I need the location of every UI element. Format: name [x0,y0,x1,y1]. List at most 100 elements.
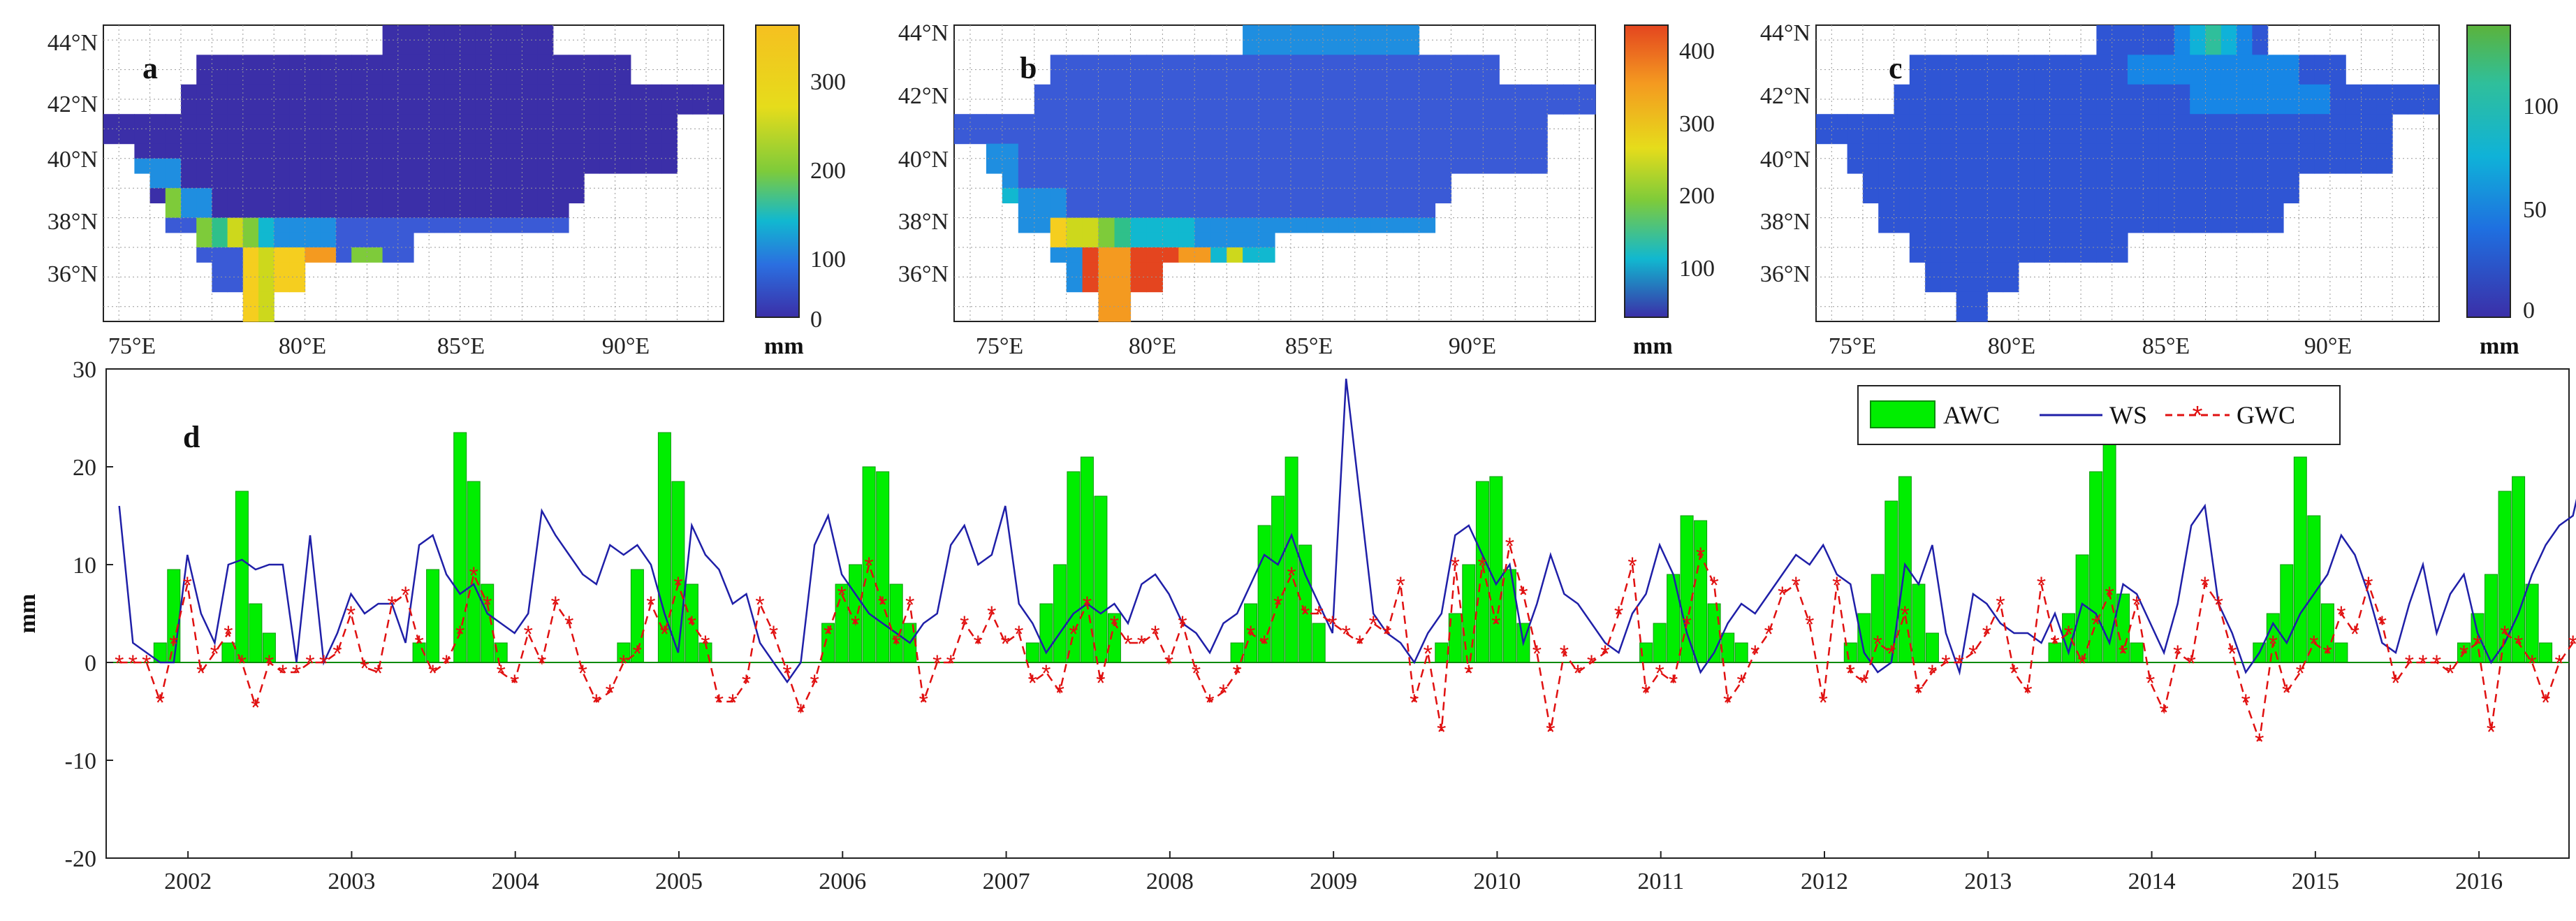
map-cell [2220,203,2237,219]
gwc-marker: * [1859,670,1868,697]
map-cell [1451,69,1468,85]
map-cell [599,99,616,115]
map-cell [258,277,275,293]
map-cell [1098,188,1115,203]
map-cell [1210,143,1227,159]
gwc-marker: * [824,621,833,648]
map-cell [1987,99,2004,115]
map-cell [2220,129,2237,145]
gwc-marker: * [374,660,383,687]
map-cell [1259,25,1275,41]
map-cell [2252,69,2269,85]
gwc-marker: * [633,641,642,667]
map-cell [1130,114,1148,129]
map-cell [1531,114,1548,129]
map-cell [2190,217,2207,233]
map-cell [1894,158,1910,174]
map-cell [2329,69,2346,85]
map-cell [1987,114,2004,129]
map-cell [2220,188,2237,203]
map-cell [1306,114,1324,129]
map-cell [584,143,600,159]
map-cell [1210,114,1227,129]
map-cell [367,99,383,115]
map-cell [2065,217,2081,233]
map-cell [2346,114,2362,129]
map-cell [181,84,197,100]
map-cell [1322,55,1340,71]
gwc-marker: * [606,680,615,706]
map-cell [537,217,554,233]
map-cell [181,129,197,145]
map-cell [1146,188,1163,203]
map-cell [2220,84,2237,100]
awc-bar [426,569,440,663]
map-cell [1194,55,1211,71]
gwc-marker: * [142,651,151,677]
map-cell [305,232,321,248]
map-cell [1178,114,1195,129]
map-cell [1259,143,1275,159]
map-cell [2174,217,2190,233]
map-cell [242,188,259,203]
map-cell [2252,143,2269,159]
map-cell [1210,99,1227,115]
map-cell [1259,217,1275,233]
gwc-marker: * [1150,621,1159,648]
map-cell [569,69,585,85]
map-cell [537,69,554,85]
map-cell [103,114,119,129]
map-cell [2299,99,2315,115]
map-cell [2205,188,2222,203]
map-cell [2283,158,2299,174]
map-b-colorbar-ticks: 400 300 200 100 [1679,38,1715,282]
map-cell [1483,143,1500,159]
map-cell [1066,217,1083,233]
map-cell [1018,114,1035,129]
map-cell [1403,129,1420,145]
map-cell [1370,158,1388,174]
map-cell [1925,188,1941,203]
map-cell [305,55,321,71]
map-cell [1370,143,1388,159]
map-cell [274,114,290,129]
map-cell [1178,143,1195,159]
map-cell [1114,158,1132,174]
map-cell [1066,277,1083,293]
map-cell [2205,203,2222,219]
map-cell [1243,55,1259,71]
map-cell [460,217,476,233]
map-cell [2112,188,2128,203]
map-cell [475,217,492,233]
awc-bar [2280,564,2294,663]
map-cell [429,203,445,219]
map-cell [1210,188,1227,203]
map-cell [1370,188,1388,203]
map-cell [1098,306,1115,322]
map-c-xtick: 85°E [2142,333,2190,359]
map-cell [2018,217,2035,233]
map-cell [165,143,182,159]
map-cell [367,173,383,189]
map-cell [1227,55,1243,71]
map-cell [242,217,259,233]
map-cell [336,55,352,71]
map-cell [537,84,554,100]
map-cell [2128,99,2144,115]
map-cell [305,173,321,189]
map-cell [1987,158,2004,174]
map-cell [181,203,197,219]
map-cell [397,188,414,203]
map-cell [397,114,414,129]
map-cell [1435,114,1452,129]
map-cell [2361,114,2378,129]
ts-ylabel: mm [15,594,41,634]
gwc-marker: * [278,660,287,687]
map-cell [274,69,290,85]
map-cell [1306,173,1324,189]
map-cell [1050,217,1067,233]
map-cell [2376,129,2393,145]
map-cell [2049,173,2066,189]
map-cell [1291,143,1308,159]
map-cell [1579,84,1596,100]
